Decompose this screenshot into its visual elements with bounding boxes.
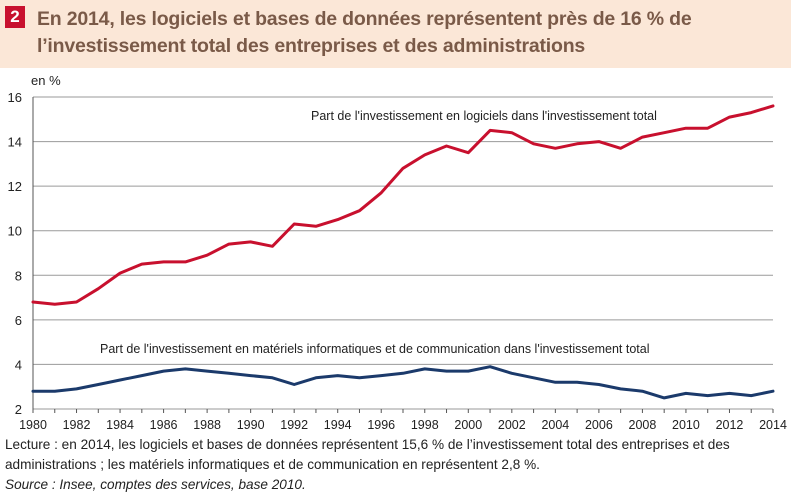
x-tick-label: 1996 (367, 418, 395, 432)
x-tick-label: 2014 (759, 418, 787, 432)
x-tick-label: 1990 (237, 418, 265, 432)
x-tick-label: 1986 (150, 418, 178, 432)
x-tick-label: 2008 (629, 418, 657, 432)
figure-number-badge: 2 (5, 6, 25, 28)
figure-title: En 2014, les logiciels et bases de donné… (37, 8, 692, 57)
y-tick-label: 10 (8, 224, 22, 239)
y-tick-label: 16 (8, 90, 22, 105)
x-tick-label: 1988 (193, 418, 221, 432)
figure-header: 2 En 2014, les logiciels et bases de don… (0, 0, 791, 68)
x-tick-label: 1994 (324, 418, 352, 432)
series-line-software (31, 104, 775, 306)
x-tick-label: 1998 (411, 418, 439, 432)
line-chart: 2 4 6 8 10 12 14 16 1980 1982 1984 1986 1988 1990 1992… (8, 90, 787, 432)
x-tick-label: 1982 (63, 418, 91, 432)
x-tick-label: 2012 (716, 418, 744, 432)
y-tick-label: 8 (15, 268, 22, 283)
y-tick-label: 6 (15, 313, 22, 328)
x-tick-label: 1980 (19, 418, 47, 432)
y-tick-label: 4 (15, 357, 22, 372)
y-tick-label: 12 (8, 179, 22, 194)
x-tick-label: 1984 (106, 418, 134, 432)
reading-note: Lecture : en 2014, les logiciels et base… (5, 437, 730, 472)
y-tick-label: 2 (15, 402, 22, 417)
x-tick-label: 2000 (454, 418, 482, 432)
source-note: Source : Insee, comptes des services, ba… (5, 477, 306, 492)
x-tick-label: 2002 (498, 418, 526, 432)
x-tick-label: 1992 (280, 418, 308, 432)
series-line-hardware (31, 365, 775, 400)
y-axis-unit-label: en % (31, 73, 61, 88)
x-tick-label: 2004 (541, 418, 569, 432)
figure-footer: Lecture : en 2014, les logiciels et base… (5, 435, 789, 495)
y-tick-label: 14 (8, 135, 22, 150)
x-tick-label: 2010 (672, 418, 700, 432)
series-label-hardware: Part de l'investissement en matériels in… (100, 342, 649, 356)
series-label-software: Part de l'investissement en logiciels da… (311, 109, 657, 123)
x-tick-label: 2006 (585, 418, 613, 432)
